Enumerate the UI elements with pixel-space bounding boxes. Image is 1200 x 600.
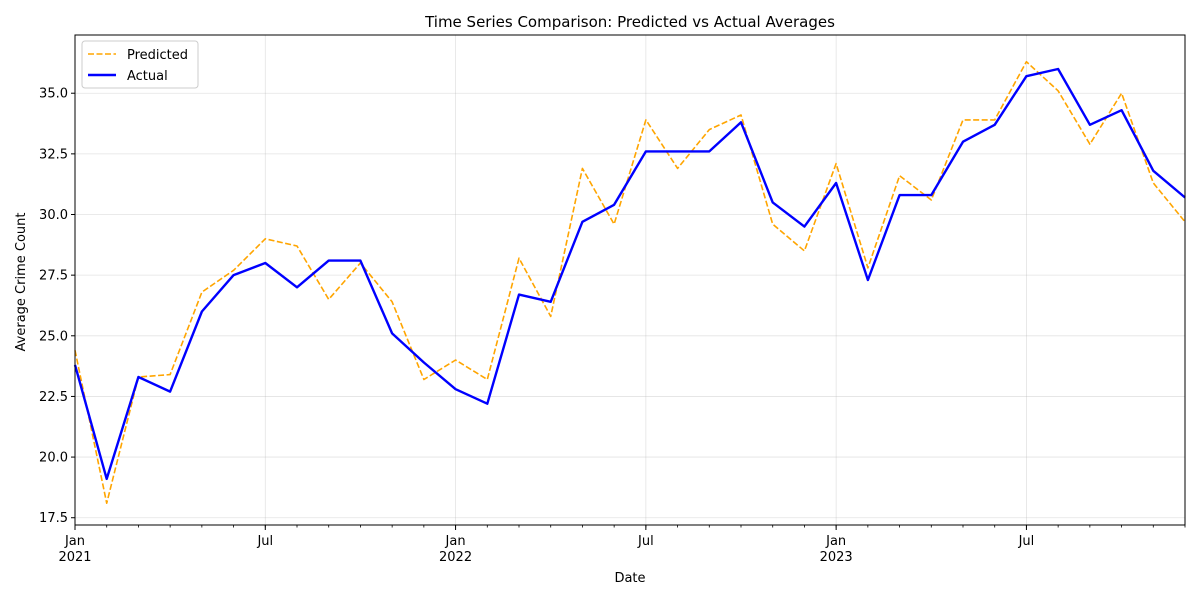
x-tick-label: Jan [64,534,85,549]
legend-box [81,40,199,89]
axis-ticks: 17.520.022.525.027.530.032.535.0Jan2021J… [39,87,1186,565]
y-tick-label: 17.5 [39,511,68,526]
x-tick-label: Jan [445,534,466,549]
y-tick-label: 35.0 [39,87,68,102]
series-lines [73,60,1186,505]
y-tick-label: 32.5 [39,147,68,162]
chart-title: Time Series Comparison: Predicted vs Act… [424,13,835,31]
y-tick-label: 22.5 [39,390,68,405]
y-tick-label: 27.5 [39,269,68,284]
legend-label-actual: Actual [127,69,168,84]
x-tick-year-label: 2023 [820,550,853,565]
legend-label-predicted: Predicted [127,48,188,63]
y-tick-label: 30.0 [39,208,68,223]
series-line-predicted [74,60,1186,505]
x-tick-label: Jul [256,534,273,549]
x-tick-label: Jan [825,534,846,549]
y-tick-label: 20.0 [39,451,68,466]
plot-frame [74,34,1186,526]
grid [74,35,1185,525]
x-axis-label: Date [614,571,645,586]
series-line-actual [73,67,1186,481]
x-tick-year-label: 2022 [439,550,472,565]
x-tick-year-label: 2021 [58,550,91,565]
x-tick-label: Jul [637,534,654,549]
x-tick-label: Jul [1018,534,1035,549]
y-axis-label: Average Crime Count [14,213,29,352]
y-tick-label: 25.0 [39,329,68,344]
legend: Predicted Actual [81,40,199,89]
